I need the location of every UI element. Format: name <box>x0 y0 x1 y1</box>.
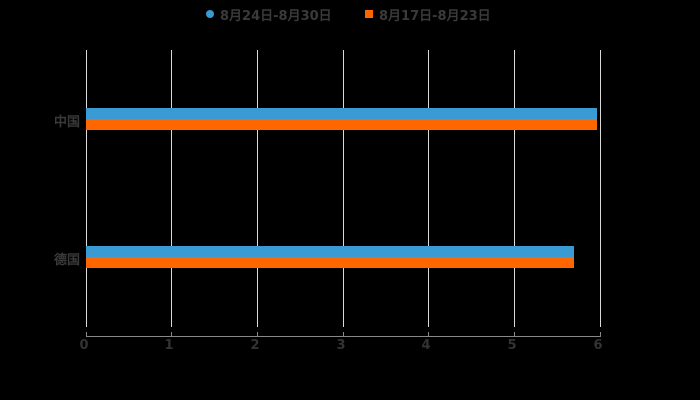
y-category-label: 德国 <box>53 253 80 268</box>
legend-item-series-2[interactable]: 8月17日-8月23日 <box>365 4 491 24</box>
x-tick-label: 4 <box>421 338 431 353</box>
x-tick-label: 1 <box>164 338 174 353</box>
y-category-label: 中国 <box>53 115 80 130</box>
gridline <box>514 50 515 327</box>
x-tick-label: 3 <box>336 338 346 353</box>
gridline <box>257 50 258 327</box>
legend-label: 8月24日-8月30日 <box>220 8 332 24</box>
gridline <box>171 50 172 327</box>
legend: 8月24日-8月30日 8月17日-8月23日 <box>0 4 700 24</box>
x-tick <box>343 332 344 337</box>
x-tick-label: 6 <box>593 338 603 353</box>
x-tick <box>171 332 172 337</box>
gridline <box>86 50 87 327</box>
x-tick <box>514 332 515 337</box>
x-tick-label: 0 <box>79 338 89 353</box>
legend-item-series-1[interactable]: 8月24日-8月30日 <box>206 4 332 24</box>
bar-germany-series-1[interactable] <box>86 246 574 257</box>
legend-square-icon <box>365 10 373 18</box>
bar-germany-series-2[interactable] <box>86 257 574 268</box>
x-tick <box>600 332 601 337</box>
gridline <box>343 50 344 327</box>
x-tick-label: 5 <box>507 338 517 353</box>
gridline <box>428 50 429 327</box>
legend-label: 8月17日-8月23日 <box>379 8 491 24</box>
x-tick-label: 2 <box>250 338 260 353</box>
gridline <box>600 50 601 327</box>
x-tick <box>428 332 429 337</box>
legend-circle-icon <box>206 10 214 18</box>
bar-china-series-2[interactable] <box>86 119 597 130</box>
x-tick <box>86 332 87 337</box>
x-tick <box>257 332 258 337</box>
bar-china-series-1[interactable] <box>86 108 597 119</box>
